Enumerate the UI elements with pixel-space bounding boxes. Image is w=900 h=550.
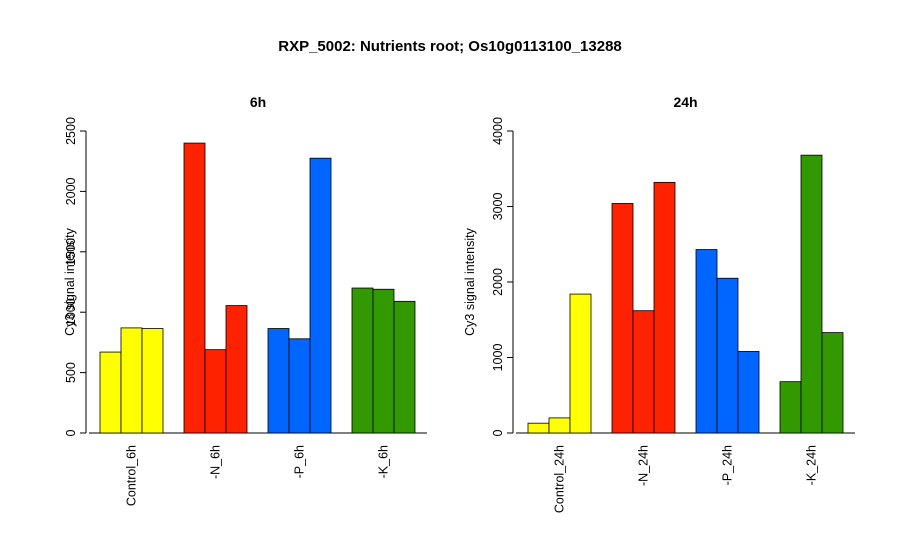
bar — [779, 381, 802, 434]
bar — [288, 338, 311, 434]
bar — [309, 157, 332, 434]
bar — [351, 287, 374, 434]
category-label: Control_24h — [553, 445, 567, 513]
y-tick-label: 2000 — [64, 177, 78, 205]
y-tick-label: 1000 — [64, 298, 78, 326]
bar — [183, 142, 206, 434]
bar — [611, 203, 634, 434]
bar — [695, 249, 718, 434]
category-label: Control_6h — [125, 445, 139, 506]
y-tick-label: 4000 — [491, 117, 505, 145]
bar — [569, 293, 592, 434]
category-label: -P_24h — [721, 445, 735, 485]
y-tick-label: 2500 — [64, 117, 78, 145]
bar — [653, 181, 676, 434]
category-label: -K_6h — [377, 445, 391, 478]
y-tick-label: 1000 — [491, 344, 505, 372]
bar — [372, 288, 395, 434]
bar — [527, 422, 550, 434]
y-tick-label: 0 — [64, 429, 78, 436]
panel-6h: 6h 0 500 1000 1500 2000 2500 Cy3 signal intensi… — [63, 94, 427, 506]
y-tick-label: 0 — [491, 429, 505, 436]
category-label: -N_24h — [637, 445, 651, 486]
category-label: -P_6h — [293, 445, 307, 478]
panel-title: 24h — [673, 94, 697, 110]
bar — [821, 332, 844, 434]
bar — [632, 310, 655, 434]
panel-24h: 24h 0 1000 2000 3000 4000 Cy3 signal intensity… — [463, 94, 855, 513]
bar — [204, 349, 227, 434]
y-tick-label: 3000 — [491, 193, 505, 221]
bar — [393, 300, 416, 434]
bar — [141, 328, 164, 434]
y-axis-label: Cy3 signal intensity — [63, 227, 77, 335]
bar — [120, 327, 143, 434]
bar — [716, 277, 739, 434]
bar — [225, 305, 248, 434]
bar — [737, 351, 760, 434]
y-axis-label: Cy3 signal intensity — [463, 227, 477, 335]
bar — [800, 154, 823, 434]
bar — [267, 328, 290, 434]
page-title: RXP_5002: Nutrients root; Os10g0113100_1… — [278, 38, 622, 55]
panel-title: 6h — [250, 94, 266, 110]
y-tick-label: 2000 — [491, 268, 505, 296]
category-label: -N_6h — [209, 445, 223, 479]
y-tick-label: 500 — [64, 362, 78, 383]
bar — [99, 351, 122, 434]
category-label: -K_24h — [805, 445, 819, 485]
bar — [548, 417, 571, 434]
y-tick-label: 1500 — [64, 238, 78, 266]
